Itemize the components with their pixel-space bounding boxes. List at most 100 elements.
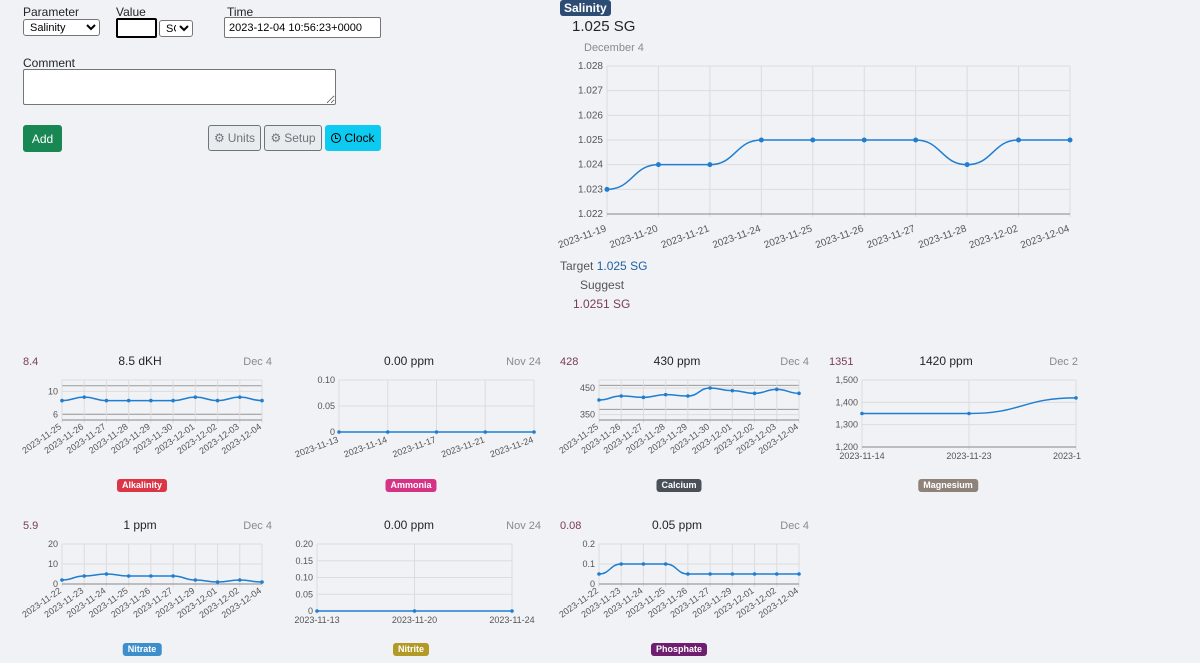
ammonia-data-point[interactable] — [532, 430, 536, 434]
salinity-data-point[interactable] — [655, 162, 661, 168]
salinity-xtick-label: 2023-12-04 — [1019, 223, 1071, 251]
alkalinity-data-point[interactable] — [171, 398, 175, 403]
phosphate-data-point[interactable] — [730, 572, 735, 576]
alkalinity-data-point[interactable] — [60, 398, 64, 403]
salinity-xtick-label: 2023-11-19 — [557, 223, 609, 251]
parameter-select[interactable]: Salinity — [23, 19, 100, 36]
calcium-data-point[interactable] — [663, 392, 668, 397]
magnesium-xtick-label: 2023-11-23 — [946, 451, 991, 461]
nitrate-data-point[interactable] — [237, 578, 242, 582]
gear-icon: ⚙ — [213, 131, 225, 145]
phosphate-data-point[interactable] — [686, 572, 690, 576]
salinity-data-point[interactable] — [604, 186, 610, 192]
nitrate-ytick-label: 20 — [48, 539, 58, 549]
calcium-data-point[interactable] — [619, 394, 624, 398]
calcium-data-point[interactable] — [597, 398, 601, 402]
phosphate-data-point[interactable] — [597, 572, 601, 576]
salinity-ytick-label: 1.023 — [578, 184, 603, 195]
salinity-ytick-label: 1.024 — [578, 160, 603, 171]
nitrate-data-point[interactable] — [260, 580, 264, 584]
phosphate-badge[interactable]: Phosphate — [650, 643, 708, 656]
phosphate-data-point[interactable] — [752, 572, 757, 576]
alkalinity-data-point[interactable] — [104, 398, 109, 403]
magnesium-current-value: 1420 ppm — [919, 354, 973, 368]
ammonia-xtick-label: 2023-11-17 — [391, 434, 437, 459]
salinity-data-point[interactable] — [758, 137, 764, 143]
ammonia-badge[interactable]: Ammonia — [385, 479, 437, 492]
units-button[interactable]: ⚙ Units — [208, 125, 261, 151]
nitrate-data-point[interactable] — [149, 574, 153, 578]
comment-textarea[interactable] — [23, 69, 336, 105]
setup-button[interactable]: ⚙ Setup — [264, 125, 322, 151]
salinity-data-point[interactable] — [810, 137, 816, 143]
alkalinity-badge[interactable]: Alkalinity — [116, 479, 168, 492]
alkalinity-data-point[interactable] — [82, 395, 87, 399]
salinity-data-point[interactable] — [964, 162, 970, 168]
ammonia-current-value: 0.00 ppm — [383, 354, 435, 368]
nitrate-chart-card: 5.9 1 ppm Dec 4 0 10 20 2023-11-22 2023-11-23 20… — [20, 516, 275, 658]
calcium-data-point[interactable] — [708, 386, 712, 390]
nitrate-data-point[interactable] — [215, 580, 220, 584]
alkalinity-ytick-label: 10 — [48, 386, 58, 396]
nitrite-data-point[interactable] — [412, 609, 417, 613]
clock-button[interactable]: Clock — [325, 125, 381, 151]
alkalinity-data-point[interactable] — [193, 395, 198, 399]
magnesium-data-point[interactable] — [1074, 396, 1078, 400]
salinity-chart: 1.022 1.023 1.024 1.025 1.026 1.027 1.028 2023-… — [557, 61, 1073, 251]
salinity-data-point[interactable] — [861, 137, 867, 143]
ammonia-data-point[interactable] — [483, 430, 488, 434]
calcium-last-reading: 428 — [560, 356, 579, 368]
phosphate-date: Dec 4 — [780, 520, 809, 532]
salinity-data-point[interactable] — [1067, 137, 1073, 143]
phosphate-data-point[interactable] — [641, 562, 646, 566]
alkalinity-data-point[interactable] — [237, 395, 242, 399]
phosphate-data-point[interactable] — [774, 572, 779, 576]
nitrate-data-point[interactable] — [126, 574, 131, 578]
alkalinity-data-point[interactable] — [149, 398, 153, 403]
calcium-data-point[interactable] — [641, 395, 646, 400]
nitrite-data-point[interactable] — [315, 609, 319, 613]
comment-label: Comment — [23, 56, 76, 70]
ammonia-data-point[interactable] — [434, 430, 439, 434]
ammonia-xtick-label: 2023-11-21 — [440, 434, 486, 459]
nitrate-data-point[interactable] — [82, 574, 87, 578]
nitrite-data-point[interactable] — [510, 609, 514, 613]
alkalinity-data-point[interactable] — [126, 398, 131, 403]
calcium-data-point[interactable] — [752, 391, 757, 396]
nitrate-data-point[interactable] — [104, 572, 109, 576]
ammonia-data-point[interactable] — [385, 430, 390, 434]
phosphate-data-point[interactable] — [797, 572, 801, 576]
salinity-data-point[interactable] — [707, 162, 713, 168]
magnesium-badge[interactable]: Magnesium — [918, 479, 978, 492]
salinity-data-point[interactable] — [1016, 137, 1022, 143]
value-input[interactable] — [116, 18, 157, 38]
calcium-chart-card: 428 430 ppm Dec 4 350 450 2023-11-25 2023-11-2… — [557, 352, 812, 494]
nitrite-badge[interactable]: Nitrite — [392, 643, 430, 656]
calcium-data-point[interactable] — [774, 387, 779, 392]
magnesium-data-point[interactable] — [860, 411, 864, 416]
calcium-data-point[interactable] — [730, 388, 735, 393]
calcium-data-point[interactable] — [797, 391, 801, 396]
time-label: Time — [227, 5, 254, 19]
salinity-badge[interactable]: Salinity — [560, 0, 611, 16]
phosphate-data-point[interactable] — [619, 562, 624, 566]
ammonia-data-point[interactable] — [337, 430, 341, 434]
alkalinity-data-point[interactable] — [260, 398, 264, 403]
alkalinity-data-point[interactable] — [215, 398, 220, 403]
nitrate-data-point[interactable] — [60, 578, 64, 582]
phosphate-data-point[interactable] — [708, 572, 712, 576]
nitrate-data-point[interactable] — [193, 578, 198, 582]
nitrate-badge[interactable]: Nitrate — [122, 643, 162, 656]
magnesium-data-point[interactable] — [967, 411, 971, 416]
nitrate-data-point[interactable] — [171, 574, 175, 578]
phosphate-last-reading: 0.08 — [560, 520, 582, 532]
phosphate-data-point[interactable] — [663, 562, 668, 566]
calcium-badge[interactable]: Calcium — [656, 479, 702, 492]
unit-select[interactable]: SG — [159, 20, 193, 37]
add-button[interactable]: Add — [23, 125, 62, 152]
calcium-data-point[interactable] — [686, 394, 690, 398]
time-input[interactable] — [224, 17, 381, 38]
nitrate-chart: 010202023-11-222023-11-232023-11-242023-… — [20, 539, 264, 620]
salinity-data-point[interactable] — [913, 137, 919, 143]
